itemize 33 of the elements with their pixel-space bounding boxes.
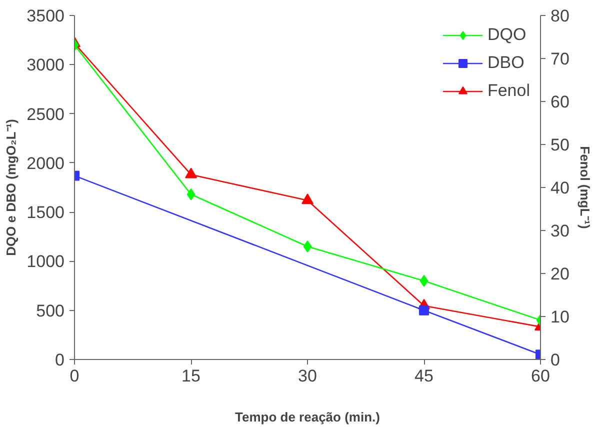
y-axis-title: DQO e DBO (mgO₂L⁻¹)	[4, 119, 19, 256]
y-tick-label: 2000	[26, 154, 65, 173]
legend-label: DQO	[487, 25, 526, 45]
legend-label: DBO	[487, 53, 524, 73]
point	[420, 274, 428, 287]
y-tick-label: 3500	[26, 6, 65, 26]
y-tick-label: 1000	[26, 252, 65, 272]
y-tick-label: 2500	[26, 104, 65, 124]
y-tick-label: 3000	[26, 56, 65, 75]
y-tick-label: 500	[36, 301, 65, 320]
y2-tick-label: 50	[550, 136, 570, 154]
point	[185, 168, 197, 178]
point	[186, 188, 196, 200]
x-axis-title: Tempo de reação (min.)	[235, 410, 380, 424]
y2-tick-label: 10	[550, 308, 570, 326]
y2-tick-label: 60	[550, 92, 570, 112]
x-tick-label: 60	[531, 366, 550, 386]
y-tick-label: 0	[55, 350, 65, 370]
y2-axis-title: Fenol (mgL⁻¹)	[577, 146, 592, 229]
y-tick-label: 1500	[26, 203, 65, 222]
y2-tick-label: 70	[550, 50, 570, 68]
legend-label: Fenol	[487, 81, 530, 101]
y2-tick-label: 80	[550, 6, 570, 26]
x-tick-label: 30	[298, 366, 317, 386]
point	[303, 240, 312, 252]
x-tick-label: 15	[182, 366, 200, 386]
x-tick-label: 45	[414, 366, 434, 386]
y2-tick-label: 40	[550, 178, 570, 198]
point	[302, 194, 314, 204]
y2-tick-label: 20	[550, 264, 570, 284]
x-tick-label: 0	[70, 366, 80, 386]
y2-tick-label: 0	[550, 350, 560, 370]
y2-tick-label: 30	[550, 222, 570, 240]
